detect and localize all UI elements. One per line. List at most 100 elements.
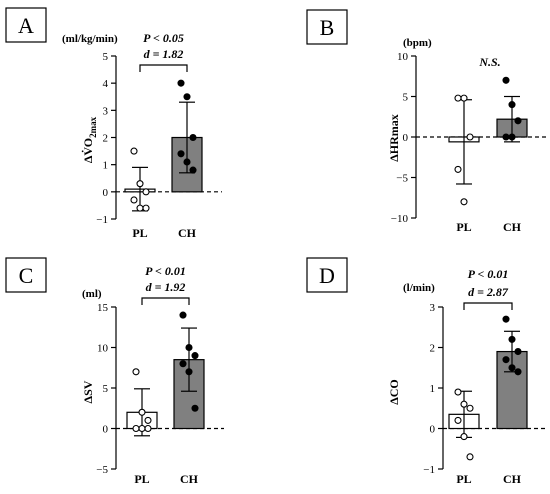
data-point-pl xyxy=(142,204,150,212)
data-point-ch xyxy=(185,343,193,352)
x-category-label: CH xyxy=(178,226,197,240)
panel-c: C (ml) ΔSV −5 0 5 10 15 PL CH P < 0.01 d = 1.92 xyxy=(5,257,224,486)
y-unit-label: (ml/kg/min) xyxy=(62,33,118,45)
data-point-pl xyxy=(142,188,150,196)
panel-letter-box xyxy=(306,9,348,45)
x-category-label: CH xyxy=(180,472,199,486)
y-tick-label: 5 xyxy=(403,92,409,104)
data-point-ch xyxy=(514,368,522,376)
y-tick-label: 5 xyxy=(103,51,109,63)
y-tick-label: 3 xyxy=(430,302,436,314)
data-point-pl xyxy=(144,416,152,424)
y-axis-label-main: ΔHRmax xyxy=(387,114,401,162)
y-tick-label: −10 xyxy=(391,213,409,225)
data-point-ch xyxy=(508,133,516,141)
effect-size-label: d = 1.92 xyxy=(146,280,186,294)
panel-letter-box xyxy=(5,7,47,43)
data-point-ch xyxy=(502,356,510,364)
data-point-pl xyxy=(138,408,146,416)
x-category-label: CH xyxy=(503,220,522,234)
panel-letter: A xyxy=(18,13,34,38)
data-point-ch xyxy=(189,133,197,142)
panel-d: D (l/min) ΔCO −1 0 1 2 3 PL CH P < 0.01 d = 2.87 xyxy=(306,257,547,486)
data-point-pl xyxy=(466,453,474,461)
significance-bracket xyxy=(463,302,513,310)
panel-letter: C xyxy=(19,263,34,288)
effect-size-label: d = 2.87 xyxy=(468,285,509,299)
y-unit-label: (ml) xyxy=(82,288,102,300)
p-value-label: P < 0.05 xyxy=(143,31,184,45)
p-value-label: P < 0.01 xyxy=(468,267,509,281)
x-category-label: PL xyxy=(134,472,149,486)
data-point-pl xyxy=(460,400,468,408)
data-point-pl xyxy=(466,404,474,412)
panel-b: B (bpm) ΔHRmax −10 −5 0 5 10 PL CH N.S. xyxy=(306,9,547,234)
y-tick-label: 2 xyxy=(430,343,436,355)
y-axis-label: ΔCO xyxy=(387,379,401,405)
data-point-ch xyxy=(185,368,193,376)
data-point-pl xyxy=(130,196,138,204)
data-point-pl xyxy=(454,165,462,173)
y-tick-label: 1 xyxy=(430,383,436,395)
panel-letter: D xyxy=(319,263,335,288)
data-point-pl xyxy=(460,94,468,102)
data-point-pl xyxy=(460,198,468,206)
data-point-ch xyxy=(183,158,191,166)
y-axis-label-sub: 2max xyxy=(88,116,98,137)
x-category-label: PL xyxy=(132,226,147,240)
data-point-pl xyxy=(144,424,152,433)
data-point-ch xyxy=(179,360,187,368)
y-tick-label: −1 xyxy=(96,214,108,226)
y-axis-label-main: ΔSV xyxy=(81,380,95,403)
data-point-ch xyxy=(508,364,516,372)
panel-letter: B xyxy=(320,15,335,40)
panel-letter-box xyxy=(306,257,348,293)
y-unit-label: (l/min) xyxy=(403,282,435,294)
data-point-ch xyxy=(177,79,185,87)
data-point-ch xyxy=(502,133,510,141)
y-tick-label: 0 xyxy=(103,187,109,199)
y-axis-label: ΔHRmax xyxy=(387,114,401,162)
data-point-ch xyxy=(191,404,199,412)
data-point-pl xyxy=(130,147,138,155)
data-point-ch xyxy=(502,76,510,84)
data-point-ch xyxy=(508,335,516,343)
data-point-ch xyxy=(502,315,510,323)
y-tick-label: 10 xyxy=(97,343,109,355)
data-point-pl xyxy=(454,388,462,396)
y-tick-label: −5 xyxy=(96,464,108,476)
y-tick-label: 4 xyxy=(103,78,109,90)
y-tick-label: 1 xyxy=(103,160,109,172)
significance-bracket xyxy=(139,64,188,72)
y-tick-label: 15 xyxy=(97,302,109,314)
y-axis-label-main: ΔCO xyxy=(387,379,401,405)
panel-letter-box xyxy=(5,257,47,293)
y-tick-label: 10 xyxy=(397,51,409,63)
data-point-ch xyxy=(514,347,522,356)
data-point-ch xyxy=(183,93,191,101)
data-point-ch xyxy=(508,101,516,109)
data-point-pl xyxy=(466,133,474,141)
y-tick-label: 3 xyxy=(103,105,109,117)
x-category-label: PL xyxy=(456,220,471,234)
data-point-pl xyxy=(136,204,144,212)
data-point-pl xyxy=(460,433,468,441)
data-point-ch xyxy=(177,150,185,158)
x-category-label: CH xyxy=(503,472,522,486)
y-axis-label: ΔSV xyxy=(81,380,95,403)
significance-bracket xyxy=(141,297,190,305)
data-point-pl xyxy=(132,368,140,376)
data-point-pl xyxy=(454,416,462,424)
y-tick-label: 5 xyxy=(103,383,109,395)
data-point-ch xyxy=(514,117,522,125)
y-tick-label: 0 xyxy=(430,424,436,436)
y-unit-label: (bpm) xyxy=(403,37,432,49)
ns-label: N.S. xyxy=(478,55,500,69)
effect-size-label: d = 1.82 xyxy=(144,47,184,61)
data-point-ch xyxy=(191,352,199,360)
p-value-label: P < 0.01 xyxy=(145,264,186,278)
y-axis-label-main: ΔV̇O xyxy=(81,138,95,163)
y-tick-label: −1 xyxy=(423,464,435,476)
y-tick-label: 0 xyxy=(103,424,109,436)
